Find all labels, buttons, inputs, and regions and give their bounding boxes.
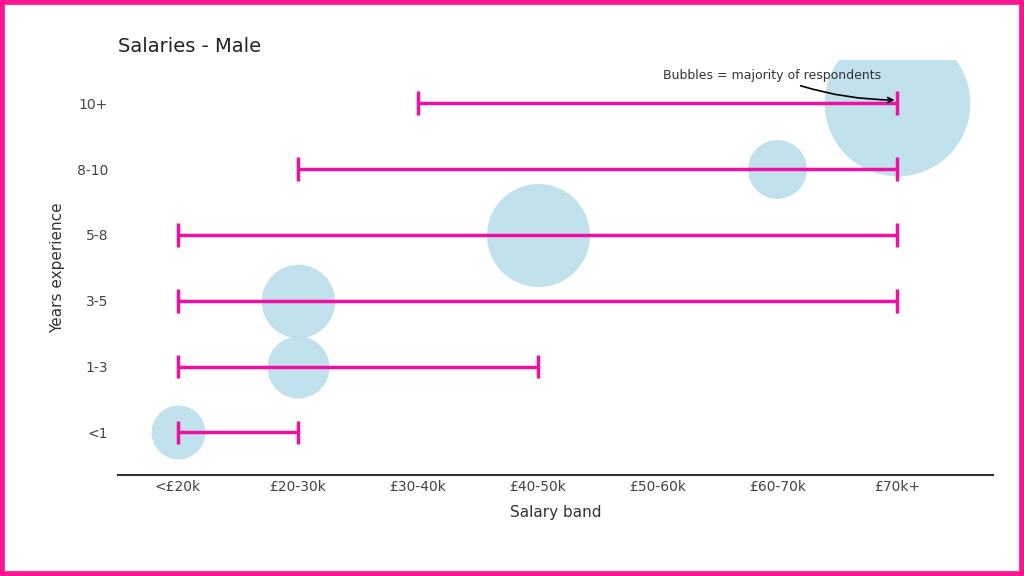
Text: Salaries - Male: Salaries - Male <box>118 37 261 56</box>
Point <box>889 98 905 108</box>
Text: clockworkTalent.: clockworkTalent. <box>18 543 170 558</box>
Point <box>529 230 546 240</box>
Point <box>170 428 186 437</box>
Point <box>290 296 306 305</box>
X-axis label: Salary band: Salary band <box>510 505 601 520</box>
Text: Bubbles = majority of respondents: Bubbles = majority of respondents <box>664 69 893 103</box>
Text: Digital Marketing Salary Survey 2020: Digital Marketing Salary Survey 2020 <box>746 543 1006 557</box>
Point <box>290 362 306 371</box>
Point <box>769 165 785 174</box>
Y-axis label: Years experience: Years experience <box>50 203 66 333</box>
